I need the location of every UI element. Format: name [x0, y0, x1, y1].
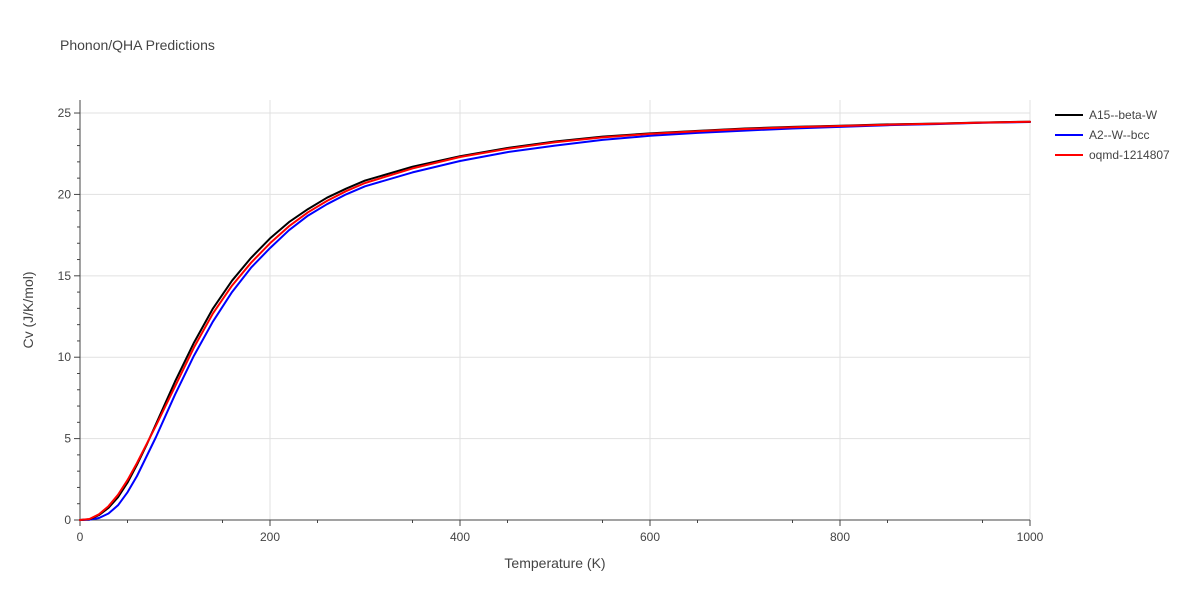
y-tick-label: 20 [58, 187, 72, 201]
legend-label: oqmd-1214807 [1089, 148, 1170, 162]
axes [79, 100, 1030, 521]
x-tick-label: 0 [77, 530, 84, 544]
y-tick-label: 15 [58, 269, 72, 283]
y-axis-ticks: 0 5 10 15 20 25 [58, 106, 80, 527]
x-tick-label: 400 [450, 530, 470, 544]
y-tick-label: 5 [64, 432, 71, 446]
y-tick-label: 25 [58, 106, 72, 120]
x-tick-label: 800 [830, 530, 850, 544]
x-tick-label: 600 [640, 530, 660, 544]
x-axis-ticks: 0 200 400 600 800 1000 [77, 520, 1044, 544]
y-tick-label: 0 [64, 513, 71, 527]
chart-title: Phonon/QHA Predictions [60, 37, 215, 53]
grid [80, 100, 1031, 520]
legend-label: A15--beta-W [1089, 108, 1158, 122]
y-tick-label: 10 [58, 350, 72, 364]
legend[interactable]: A15--beta-W A2--W--bcc oqmd-1214807 [1055, 108, 1170, 162]
x-tick-label: 1000 [1017, 530, 1044, 544]
x-axis-label: Temperature (K) [504, 555, 605, 571]
plot-series [79, 120, 1031, 521]
x-tick-label: 200 [260, 530, 280, 544]
series-line-oqmd-1214807 [79, 120, 1031, 521]
y-axis-label: Cv (J/K/mol) [20, 272, 36, 349]
series-line-a2-w-bcc [79, 121, 1031, 521]
legend-label: A2--W--bcc [1089, 128, 1149, 142]
